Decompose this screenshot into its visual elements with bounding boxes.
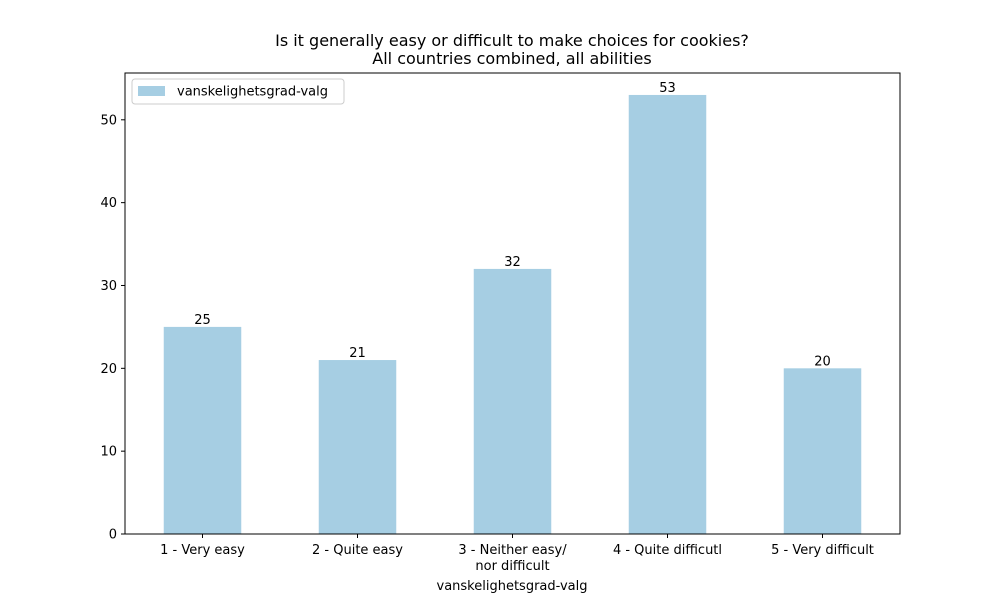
y-tick-label-30: 30 <box>100 279 117 294</box>
bar-value-label-2: 21 <box>349 346 366 361</box>
x-tick-label-3-line-2: nor difficult <box>475 559 549 574</box>
bar-labels-group: 25 21 32 53 20 <box>194 81 831 369</box>
chart-title-line-2: All countries combined, all abilities <box>372 49 651 68</box>
bar-4 <box>628 94 707 534</box>
x-tick-label-3-line-1: 3 - Neither easy/ <box>458 543 567 558</box>
legend: vanskelighetsgrad-valg <box>131 78 345 105</box>
bar-value-label-1: 25 <box>194 313 211 328</box>
x-tick-label-2: 2 - Quite easy <box>312 543 403 558</box>
x-tick-label-1: 1 - Very easy <box>160 543 245 558</box>
bar-2 <box>318 360 397 534</box>
y-tick-label-20: 20 <box>100 362 117 377</box>
x-axis: 1 - Very easy 2 - Quite easy 3 - Neither e… <box>160 534 874 574</box>
x-tick-label-5: 5 - Very difficult <box>771 543 874 558</box>
bar-value-label-3: 32 <box>504 255 521 270</box>
legend-frame <box>131 78 345 105</box>
y-axis: 0 10 20 30 40 50 <box>100 113 125 543</box>
bar-value-label-5: 20 <box>814 354 831 369</box>
x-tick-label-4: 4 - Quite difficutl <box>613 543 722 558</box>
legend-swatch <box>138 86 165 96</box>
chart-title-line-1: Is it generally easy or difficult to mak… <box>275 31 749 50</box>
bar-1 <box>163 326 242 534</box>
y-tick-label-40: 40 <box>100 196 117 211</box>
bar-5 <box>783 368 862 534</box>
bars-group <box>163 94 862 534</box>
legend-label: vanskelighetsgrad-valg <box>177 85 328 100</box>
y-tick-label-0: 0 <box>109 528 117 543</box>
bar-value-label-4: 53 <box>659 81 676 96</box>
y-tick-label-50: 50 <box>100 113 117 128</box>
bar-3 <box>473 268 552 534</box>
x-axis-label: vanskelighetsgrad-valg <box>437 579 588 594</box>
y-tick-label-10: 10 <box>100 445 117 460</box>
